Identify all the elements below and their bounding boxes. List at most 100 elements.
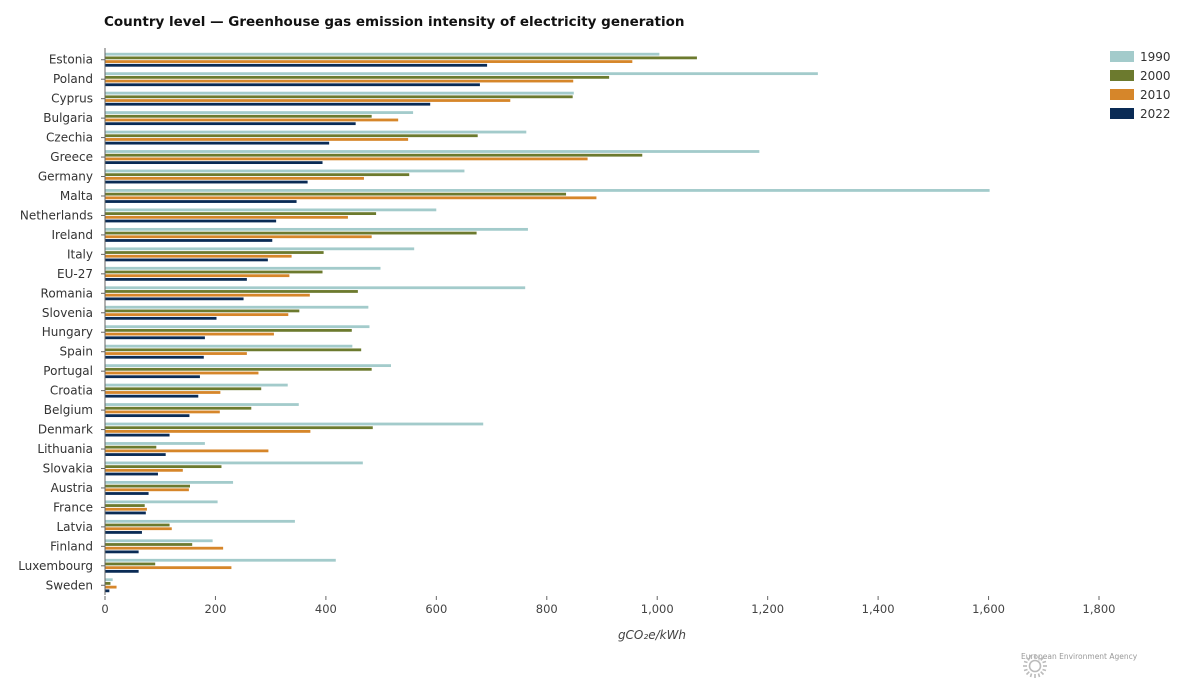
legend-swatch: [1110, 89, 1134, 100]
bar-2010: Lithuania 2010: 295: [105, 449, 269, 453]
bar-2022: Bulgaria 2022: 453: [105, 122, 356, 126]
bar-2022: Slovenia 2022: 201: [105, 316, 217, 320]
bar-2010: Malta 2010: 889: [105, 196, 597, 200]
category-label: Austria: [51, 481, 93, 495]
bar-1990: Belgium 1990: 350: [105, 403, 299, 406]
bar-2010: Sweden 2010: 20: [105, 585, 117, 589]
legend-item-2022[interactable]: 2022: [1110, 104, 1171, 123]
legend-swatch: [1110, 108, 1134, 119]
category-label: Hungary: [42, 325, 93, 339]
category-label: Estonia: [49, 53, 93, 67]
bar-1990: Slovenia 1990: 476: [105, 305, 369, 309]
bar-2010: Latvia 2010: 120: [105, 527, 172, 531]
bar-2000: Netherlands 2000: 490: [105, 212, 377, 215]
bar-2022: Slovakia 2022: 95: [105, 472, 158, 476]
bar-2000: Estonia 2000: 1071: [105, 56, 697, 60]
bar-2010: Finland 2010: 213: [105, 546, 224, 550]
legend-item-2010[interactable]: 2010: [1110, 85, 1171, 104]
bar-1990: Denmark 1990: 684: [105, 422, 484, 426]
bar-2022: Romania 2022: 250: [105, 297, 244, 301]
bar-2000: Lithuania 2000: 92: [105, 445, 157, 449]
bar-1990: Poland 1990: 1290: [105, 72, 818, 76]
x-tick-label: 600: [425, 602, 447, 616]
bar-2000: Cyprus 2000: 846: [105, 95, 573, 99]
category-label: EU-27: [57, 267, 93, 281]
bar-2000: EU-27 2000: 393: [105, 270, 323, 274]
category-label: Cyprus: [51, 92, 93, 106]
bar-2010: Italy 2010: 337: [105, 254, 292, 258]
legend-item-2000[interactable]: 2000: [1110, 66, 1171, 85]
bar-2010: Poland 2010: 847: [105, 79, 574, 83]
category-label: Latvia: [56, 520, 93, 534]
bar-1990: Malta 1990: 1601: [105, 189, 990, 192]
bar-2010: Spain 2010: 256: [105, 352, 247, 355]
bar-2010: Ireland 2010: 482: [105, 235, 372, 239]
eea-logo-icon: [1023, 654, 1047, 678]
footer: European Environment Agency: [1021, 652, 1141, 678]
category-label: Poland: [53, 72, 93, 86]
bar-2010: Estonia 2010: 954: [105, 60, 633, 63]
bar-2000: Slovenia 2000: 351: [105, 309, 300, 313]
bar-2022: Sweden 2022: 7: [105, 589, 110, 593]
bar-1990: Spain 1990: 447: [105, 344, 353, 348]
bar-2010: EU-27 2010: 333: [105, 274, 290, 278]
bar-2010: Slovenia 2010: 331: [105, 313, 289, 317]
bar-2000: Bulgaria 2000: 482: [105, 114, 372, 118]
bar-2022: Latvia 2022: 66: [105, 531, 142, 534]
bar-2000: Croatia 2000: 282: [105, 387, 262, 391]
bar-1990: Czechia 1990: 762: [105, 130, 527, 134]
bar-2022: Croatia 2022: 168: [105, 394, 199, 398]
bar-2000: Italy 2000: 395: [105, 251, 324, 254]
bar-1990: Slovakia 1990: 466: [105, 461, 363, 465]
bar-2022: Netherlands 2022: 309: [105, 219, 277, 223]
legend-swatch: [1110, 70, 1134, 81]
legend-swatch: [1110, 51, 1134, 62]
bar-2000: Hungary 2000: 446: [105, 328, 352, 332]
bar-2010: Slovakia 2010: 140: [105, 468, 183, 472]
bar-2000: France 2000: 71: [105, 504, 145, 507]
category-label: Lithuania: [37, 442, 93, 456]
x-tick-label: 800: [536, 602, 558, 616]
x-tick-label: 1,400: [862, 602, 895, 616]
bar-2000: Spain 2000: 463: [105, 348, 362, 352]
bar-2022: Lithuania 2022: 109: [105, 453, 166, 456]
bar-2022: EU-27 2022: 256: [105, 277, 247, 281]
bar-2010: Czechia 2010: 548: [105, 138, 409, 141]
bar-1990: Luxembourg 1990: 417: [105, 558, 336, 562]
category-label: Portugal: [43, 364, 93, 378]
bar-2022: Finland 2022: 60: [105, 550, 139, 554]
bar-2010: Greece 2010: 873: [105, 157, 588, 161]
bar-2022: France 2022: 73: [105, 511, 146, 515]
bar-2022: Malta 2022: 346: [105, 200, 297, 203]
category-label: Slovakia: [43, 461, 93, 475]
bar-2000: Czechia 2000: 674: [105, 134, 478, 138]
bar-2000: Austria 2000: 153: [105, 484, 190, 488]
legend-item-1990[interactable]: 1990: [1110, 47, 1171, 66]
x-tick-label: 1,600: [972, 602, 1005, 616]
bar-2000: Portugal 2000: 482: [105, 367, 372, 371]
bar-1990: Lithuania 1990: 180: [105, 442, 205, 445]
bar-1990: Romania 1990: 760: [105, 286, 526, 290]
category-label: Bulgaria: [43, 111, 93, 125]
bar-2000: Romania 2000: 457: [105, 290, 358, 293]
bar-1990: Austria 1990: 231: [105, 480, 234, 484]
bar-2000: Slovakia 2000: 210: [105, 465, 222, 469]
bar-2022: Portugal 2022: 171: [105, 375, 200, 379]
bar-2010: Croatia 2010: 208: [105, 391, 221, 394]
bar-1990: EU-27 1990: 498: [105, 266, 381, 270]
category-label: Netherlands: [20, 208, 93, 222]
bar-2022: Denmark 2022: 116: [105, 433, 170, 437]
bar-1990: Hungary 1990: 478: [105, 325, 370, 329]
bar-1990: Finland 1990: 194: [105, 539, 213, 543]
bar-2022: Austria 2022: 78: [105, 492, 149, 495]
bar-2010: Austria 2010: 151: [105, 488, 189, 492]
bar-1990: Germany 1990: 650: [105, 169, 465, 173]
legend-label: 2010: [1140, 87, 1171, 102]
bar-2010: Romania 2010: 370: [105, 293, 310, 297]
bar-2010: Denmark 2010: 371: [105, 430, 311, 433]
bar-2022: Germany 2022: 366: [105, 180, 308, 184]
category-label: Finland: [50, 539, 93, 553]
category-label: Spain: [59, 345, 93, 359]
category-label: Greece: [50, 150, 93, 164]
